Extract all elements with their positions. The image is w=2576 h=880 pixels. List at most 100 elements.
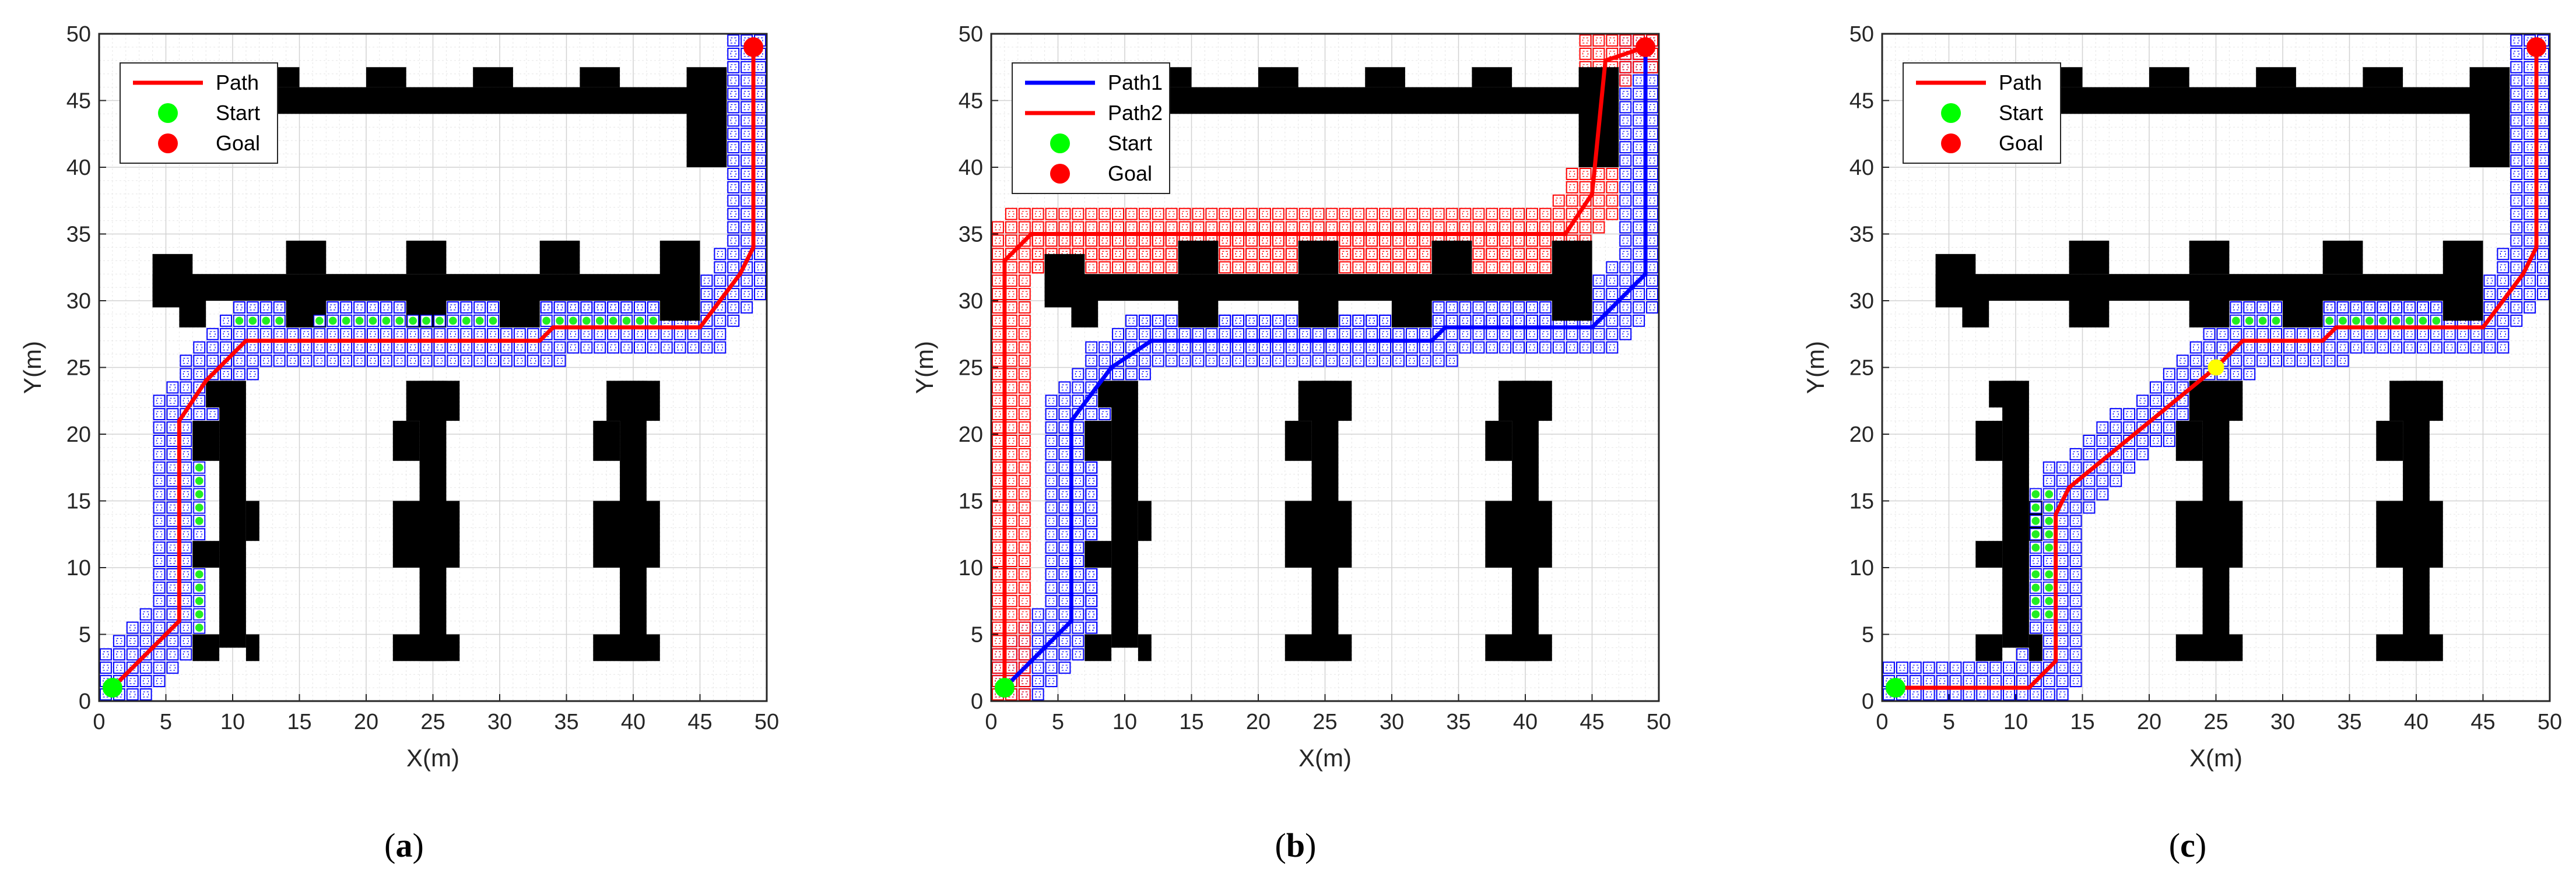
visited-cell-dot [2392, 316, 2400, 325]
search-cell [1018, 288, 1031, 301]
start-marker [102, 678, 122, 698]
search-cell [2296, 354, 2309, 367]
search-cell-inner [1168, 251, 1175, 257]
search-cell-inner [1355, 318, 1361, 324]
search-cell-inner [1168, 331, 1175, 337]
visited-cell-dot [409, 316, 417, 325]
search-cell [2029, 675, 2042, 688]
search-cell [567, 301, 580, 314]
search-cell-inner [2420, 304, 2426, 311]
x-tick-label: 35 [2337, 710, 2361, 734]
x-tick-label: 45 [2470, 710, 2495, 734]
search-cell [727, 261, 740, 274]
search-cell-inner [1636, 171, 1642, 177]
search-cell-inner [1181, 331, 1188, 337]
search-cell [727, 207, 740, 220]
search-cell-inner [2126, 411, 2132, 417]
search-cell-inner [1449, 318, 1455, 324]
search-cell [166, 661, 179, 674]
search-cell-inner [1449, 344, 1455, 351]
search-cell-inner [995, 611, 1001, 618]
search-cell-inner [1075, 624, 1081, 631]
obstacle-block [1085, 634, 1112, 661]
obstacle-block [192, 541, 220, 568]
x-tick-label: 5 [1943, 710, 1955, 734]
search-cell-inner [757, 184, 763, 191]
search-cell [166, 621, 179, 634]
search-cell-inner [1275, 237, 1282, 244]
search-cell-inner [503, 357, 510, 364]
search-cell [233, 341, 245, 354]
legend-label: Path [1999, 71, 2042, 94]
obstacle-block [286, 240, 327, 274]
search-cell [594, 301, 606, 314]
search-cell-inner [1649, 91, 1655, 97]
search-cell-inner [717, 277, 723, 284]
search-cell-inner [1649, 211, 1655, 217]
search-cell-inner [1088, 585, 1094, 591]
search-cell-inner [1022, 558, 1028, 564]
search-cell [2510, 114, 2523, 127]
search-cell-inner [703, 291, 710, 297]
search-cell-inner [1208, 331, 1215, 337]
search-cell-inner [169, 438, 176, 444]
search-cell-inner [183, 585, 189, 591]
search-cell-inner [2340, 344, 2346, 351]
search-cell-inner [2073, 518, 2079, 524]
search-cell [2176, 368, 2189, 381]
search-cell [2537, 274, 2550, 287]
search-cell-inner [1022, 344, 1028, 351]
search-cell-inner [730, 184, 736, 191]
search-cell-inner [370, 331, 376, 337]
search-cell-inner [303, 344, 309, 351]
search-cell-inner [1101, 224, 1108, 231]
search-cell-inner [2540, 224, 2546, 231]
search-cell-inner [343, 357, 349, 364]
search-cell-inner [1061, 531, 1068, 537]
search-cell-inner [236, 331, 243, 337]
search-cell [447, 301, 459, 314]
search-cell [1405, 248, 1418, 261]
search-cell-inner [570, 344, 576, 351]
obstacle-block [1975, 634, 2003, 661]
search-cell-inner [1128, 371, 1135, 377]
search-cell-inner [1075, 237, 1081, 244]
search-cell-inner [169, 611, 176, 618]
search-cell-inner [1142, 251, 1148, 257]
search-cell-inner [995, 585, 1001, 591]
search-cell-inner [1088, 237, 1094, 244]
search-cell-inner [743, 131, 750, 137]
search-cell [126, 688, 139, 701]
search-cell-inner [2006, 678, 2012, 684]
search-cell-inner [1609, 277, 1615, 284]
y-tick-label: 5 [971, 623, 983, 647]
search-cell-inner [1155, 344, 1161, 351]
search-cell-inner [1315, 357, 1322, 364]
search-cell [1922, 661, 1935, 674]
search-cell [393, 301, 406, 314]
search-cell [1232, 248, 1245, 261]
search-cell [527, 354, 539, 367]
search-cell [447, 354, 459, 367]
search-cell-inner [1622, 171, 1629, 177]
search-cell-inner [730, 251, 736, 257]
search-cell [1018, 234, 1031, 247]
search-cell-inner [2500, 331, 2506, 337]
search-cell [139, 635, 152, 647]
search-cell [1298, 207, 1311, 220]
search-cell [2069, 541, 2082, 554]
search-cell [1963, 661, 1975, 674]
search-cell-inner [1649, 171, 1655, 177]
search-cell [1539, 341, 1552, 354]
search-cell-inner [623, 331, 630, 337]
search-cell-inner [1022, 211, 1028, 217]
search-cell-inner [156, 544, 163, 551]
search-cell-inner [730, 211, 736, 217]
search-cell [2042, 688, 2055, 701]
obstacle-block [2363, 67, 2403, 87]
search-cell-inner [1355, 357, 1361, 364]
search-cell-inner [1636, 211, 1642, 217]
search-cell-inner [2513, 291, 2519, 297]
search-cell-inner [169, 397, 176, 404]
